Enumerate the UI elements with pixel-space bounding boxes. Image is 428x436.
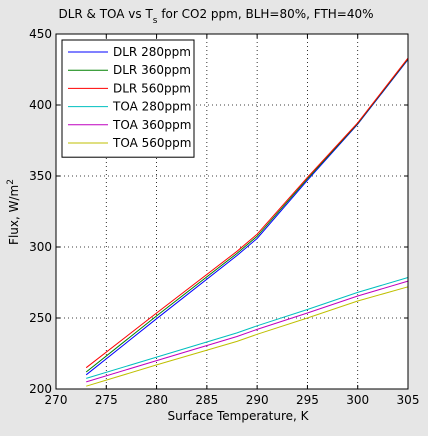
series-lines xyxy=(85,57,409,387)
legend-label: TOA 360ppm xyxy=(112,118,191,132)
x-tick-label: 275 xyxy=(95,393,118,407)
y-tick-label: 250 xyxy=(29,311,52,325)
grid-lines xyxy=(56,34,408,389)
x-tick-label: 270 xyxy=(45,393,68,407)
legend-label: TOA 560ppm xyxy=(112,136,191,150)
x-tick-label: 280 xyxy=(145,393,168,407)
x-axis-label: Surface Temperature, K xyxy=(167,409,309,423)
axis-ticks: 270 275 280 285 290 295 300 305 200 250 300 350 400 4… xyxy=(29,27,419,407)
legend: DLR 280ppm DLR 360ppm DLR 560ppm TOA 280ppm… xyxy=(61,39,195,158)
x-tick-label: 290 xyxy=(246,393,269,407)
series-line xyxy=(86,286,409,387)
legend-label: DLR 360ppm xyxy=(113,63,191,77)
y-tick-label: 200 xyxy=(29,382,52,396)
legend-label: DLR 280ppm xyxy=(113,45,191,59)
series-line xyxy=(86,280,409,383)
legend-label: DLR 560ppm xyxy=(113,81,191,95)
y-tick-label: 350 xyxy=(29,169,52,183)
series-line xyxy=(85,57,409,369)
plot-frame xyxy=(55,33,409,390)
y-tick-label: 450 xyxy=(29,27,52,41)
y-axis-label: Flux, W/m2 xyxy=(6,179,21,245)
y-tick-label: 400 xyxy=(29,98,52,112)
x-tick-label: 305 xyxy=(397,393,420,407)
series-line xyxy=(86,277,409,379)
legend-box xyxy=(61,39,195,158)
y-tick-label: 300 xyxy=(29,240,52,254)
x-tick-label: 300 xyxy=(346,393,369,407)
x-tick-label: 285 xyxy=(195,393,218,407)
legend-label: TOA 280ppm xyxy=(112,100,191,114)
x-tick-label: 295 xyxy=(296,393,319,407)
chart-title: DLR & TOA vs Ts for CO2 ppm, BLH=80%, FT… xyxy=(58,7,373,26)
